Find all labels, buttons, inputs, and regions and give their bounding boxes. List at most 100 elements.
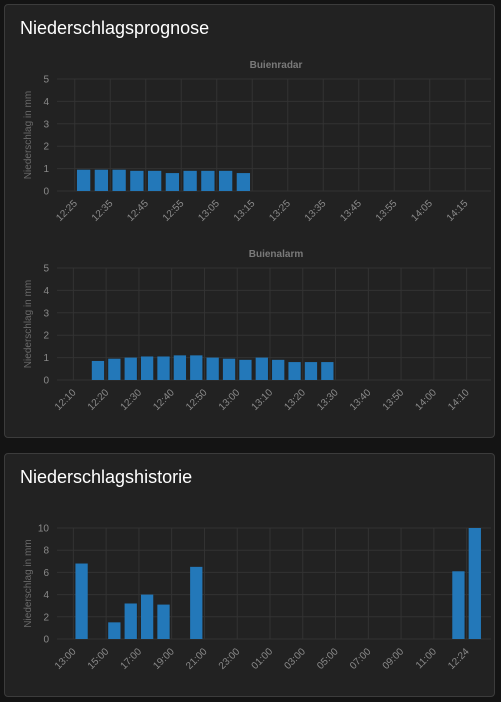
data-bar [157, 356, 170, 380]
data-bar [452, 571, 465, 639]
y-tick-label: 4 [43, 590, 49, 601]
y-axis-label: Niederschlag in mm [23, 91, 34, 179]
y-tick-label: 4 [43, 97, 49, 108]
x-tick-label: 13:40 [348, 387, 374, 413]
x-tick-label: 19:00 [151, 646, 177, 672]
x-tick-label: 15:00 [86, 646, 112, 672]
x-tick-label: 13:25 [267, 198, 293, 224]
y-tick-label: 5 [43, 75, 49, 86]
y-tick-label: 2 [43, 612, 49, 623]
chart-title: Buienalarm [249, 249, 304, 260]
x-tick-label: 13:30 [315, 387, 341, 413]
data-bar [94, 169, 109, 191]
data-bar [206, 357, 219, 380]
y-tick-label: 6 [43, 568, 49, 579]
data-bar [173, 355, 187, 380]
data-bar [201, 170, 215, 191]
x-tick-label: 09:00 [381, 646, 407, 672]
card-title: Niederschlagsprognose [20, 18, 210, 38]
x-tick-label: 12:35 [90, 198, 116, 224]
y-tick-label: 10 [38, 524, 50, 535]
x-tick-label: 12:40 [151, 387, 177, 413]
y-tick-label: 0 [43, 635, 49, 646]
x-tick-label: 07:00 [348, 646, 374, 672]
x-tick-label: 12:20 [86, 387, 112, 413]
y-tick-label: 2 [43, 331, 49, 342]
y-tick-label: 1 [43, 353, 49, 364]
buienradar-chart: Buienradar Niederschlag in mm 0 1 2 3 4 5 12:25 1… [23, 60, 491, 413]
data-bar [239, 359, 252, 380]
x-tick-label: 13:05 [196, 198, 222, 224]
card-title: Niederschlagshistorie [20, 467, 193, 487]
x-tick-label: 12:10 [53, 387, 79, 413]
y-tick-label: 1 [43, 164, 49, 175]
x-tick-label: 23:00 [217, 646, 243, 672]
data-bar [124, 603, 137, 639]
y-tick-label: 8 [43, 546, 49, 557]
x-tick-label: 13:10 [250, 387, 276, 413]
forecast-card: Niederschlagsprognose Buienradar Niedersc… [4, 4, 495, 438]
x-tick-label: 05:00 [315, 646, 341, 672]
data-bar [112, 169, 126, 191]
x-tick-label: 12:24 [446, 646, 472, 672]
data-bar [321, 362, 334, 380]
x-tick-label: 13:00 [217, 387, 243, 413]
x-tick-label: 14:00 [413, 387, 439, 413]
data-bar [140, 594, 154, 639]
data-bar [255, 357, 268, 380]
x-tick-label: 12:45 [125, 198, 151, 224]
y-tick-label: 0 [43, 187, 49, 198]
data-bar [272, 359, 285, 380]
y-axis-label: Niederschlag in mm [23, 280, 34, 368]
y-tick-label: 0 [43, 376, 49, 387]
y-tick-label: 3 [43, 119, 49, 130]
data-bar [108, 358, 121, 380]
data-bar [157, 604, 170, 639]
data-bar [108, 622, 121, 639]
y-tick-label: 4 [43, 286, 49, 297]
data-bar [76, 169, 91, 191]
x-tick-label: 14:05 [409, 198, 435, 224]
x-tick-label: 11:00 [414, 646, 439, 671]
data-bar [124, 357, 137, 380]
x-tick-label: 12:55 [161, 198, 187, 224]
x-tick-label: 01:00 [250, 646, 276, 672]
data-bar [218, 170, 233, 191]
x-tick-label: 14:15 [445, 198, 471, 224]
x-tick-label: 13:55 [374, 198, 400, 224]
data-bar [91, 360, 105, 380]
y-tick-label: 5 [43, 264, 49, 275]
data-bar [222, 358, 236, 380]
x-tick-label: 03:00 [282, 646, 308, 672]
data-bar [304, 362, 318, 380]
x-tick-label: 13:35 [303, 198, 329, 224]
x-tick-label: 12:30 [119, 387, 145, 413]
data-bar [190, 566, 203, 639]
x-tick-label: 21:00 [184, 646, 210, 672]
data-bar [190, 355, 203, 380]
x-tick-label: 13:50 [381, 387, 407, 413]
y-tick-label: 2 [43, 142, 49, 153]
data-bar [183, 170, 197, 191]
data-bar [140, 356, 154, 380]
y-axis-label: Niederschlag in mm [23, 539, 34, 627]
x-tick-label: 13:45 [338, 198, 364, 224]
x-tick-label: 13:15 [232, 198, 258, 224]
x-tick-label: 13:00 [53, 646, 79, 672]
y-tick-label: 3 [43, 308, 49, 319]
data-bar [236, 173, 251, 191]
history-card: Niederschlagshistorie Niederschlag in mm… [4, 453, 495, 697]
data-bar [147, 170, 162, 191]
x-tick-label: 12:25 [54, 198, 80, 224]
data-bar [165, 173, 180, 191]
data-bar [75, 563, 88, 639]
data-bar [468, 528, 481, 639]
data-bar [130, 170, 144, 191]
x-tick-label: 17:00 [119, 646, 145, 672]
history-chart: Niederschlag in mm 0 2 4 6 8 10 13:00 15:00 17:00… [23, 524, 491, 672]
x-tick-label: 14:10 [446, 387, 472, 413]
chart-title: Buienradar [250, 60, 303, 71]
x-tick-label: 12:50 [184, 387, 210, 413]
x-tick-label: 13:20 [282, 387, 308, 413]
data-bar [288, 362, 301, 380]
